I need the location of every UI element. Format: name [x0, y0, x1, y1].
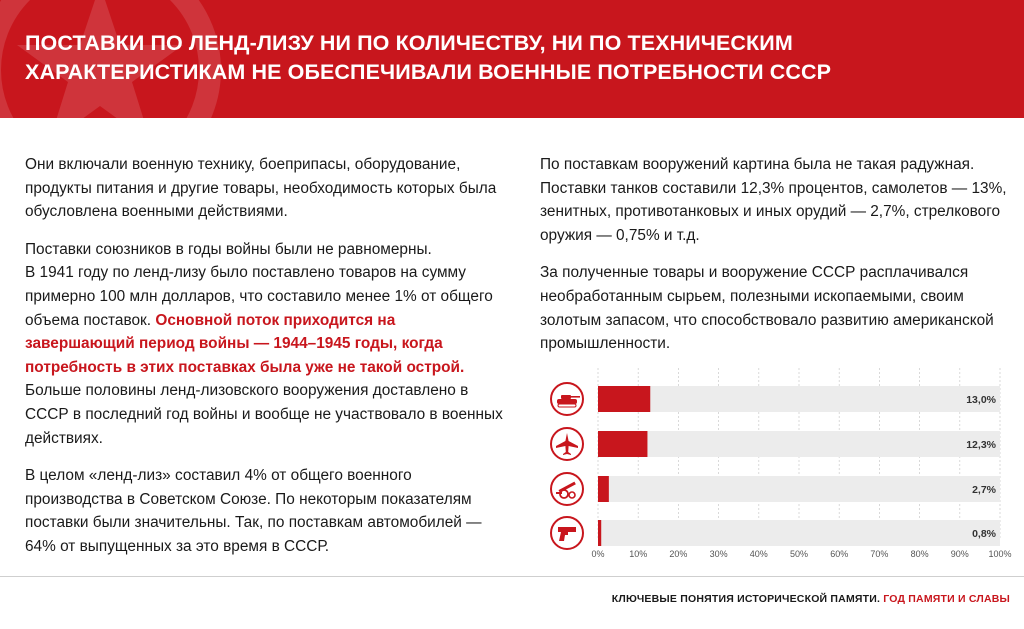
x-tick-label: 50% — [790, 549, 808, 559]
bar-value-label: 0,8% — [972, 528, 997, 540]
bar-3 — [598, 476, 609, 502]
left-paragraph-2-text: В 1941 году по ленд-лизу было поставлено… — [25, 264, 493, 329]
x-tick-label: 90% — [951, 549, 969, 559]
x-tick-label: 60% — [830, 549, 848, 559]
tank-icon — [550, 382, 584, 416]
bar-track — [598, 520, 1000, 546]
x-tick-label: 20% — [669, 549, 687, 559]
x-tick-label: 30% — [710, 549, 728, 559]
footer-accent: ГОД ПАМЯТИ И СЛАВЫ — [883, 593, 1010, 605]
title-line-1: ПОСТАВКИ ПО ЛЕНД-ЛИЗУ НИ ПО КОЛИЧЕСТВУ, … — [25, 31, 793, 55]
bar-value-label: 2,7% — [972, 484, 997, 496]
highlight-text: Основной поток приходится на завершающий… — [25, 311, 465, 376]
x-tick-label: 80% — [911, 549, 929, 559]
bar-4 — [598, 520, 602, 546]
star-emblem-icon — [0, 0, 221, 118]
bar-2 — [598, 431, 648, 457]
left-paragraph-3: В целом «ленд-лиз» составил 4% от общего… — [25, 467, 482, 555]
bar-value-label: 12,3% — [966, 439, 996, 451]
footer: КЛЮЧЕВЫЕ ПОНЯТИЯ ИСТОРИЧЕСКОЙ ПАМЯТИ. ГО… — [612, 593, 1010, 605]
x-tick-label: 70% — [870, 549, 888, 559]
airplane-icon — [550, 427, 584, 461]
artillery-gun-icon — [550, 472, 584, 506]
bar-1 — [598, 386, 651, 412]
x-tick-label: 40% — [750, 549, 768, 559]
right-column: По поставкам вооружений картина была не … — [540, 153, 1020, 370]
footer-text: КЛЮЧЕВЫЕ ПОНЯТИЯ ИСТОРИЧЕСКОЙ ПАМЯТИ. — [611, 593, 881, 605]
footer-divider — [0, 576, 1024, 577]
weapons-bar-chart: 13,0% 12,3% 2,7% 0,8% 0% 10% 20% 30% 40% 50% 60% 70… — [550, 368, 1012, 559]
x-tick-label: 0% — [591, 549, 604, 559]
title-line-2: ХАРАКТЕРИСТИКАМ НЕ ОБЕСПЕЧИВАЛИ ВОЕННЫЕ … — [25, 60, 832, 84]
page-title: ПОСТАВКИ ПО ЛЕНД-ЛИЗУ НИ ПО КОЛИЧЕСТВУ, … — [25, 29, 1005, 87]
bar-track — [598, 476, 1000, 502]
left-column: Они включали военную технику, боеприпасы… — [25, 153, 505, 573]
left-paragraph-2: Поставки союзников в годы войны были не … — [25, 238, 505, 450]
bar-track — [598, 431, 1000, 457]
left-paragraph-1: Они включали военную технику, боеприпасы… — [25, 156, 497, 221]
right-paragraph-1: По поставкам вооружений картина была не … — [540, 156, 1007, 244]
x-tick-label: 100% — [988, 549, 1011, 559]
right-paragraph-2: За полученные товары и вооружение СССР р… — [540, 264, 994, 353]
left-paragraph-2-lead: Поставки союзников в годы войны были не … — [25, 240, 432, 258]
pistol-icon — [550, 516, 584, 550]
left-paragraph-2-tail: Больше половины ленд-лизовского вооружен… — [25, 382, 503, 447]
bar-track — [598, 386, 1000, 412]
bar-value-label: 13,0% — [966, 394, 996, 406]
x-tick-label: 10% — [629, 549, 647, 559]
header-banner: ПОСТАВКИ ПО ЛЕНД-ЛИЗУ НИ ПО КОЛИЧЕСТВУ, … — [0, 0, 1024, 118]
